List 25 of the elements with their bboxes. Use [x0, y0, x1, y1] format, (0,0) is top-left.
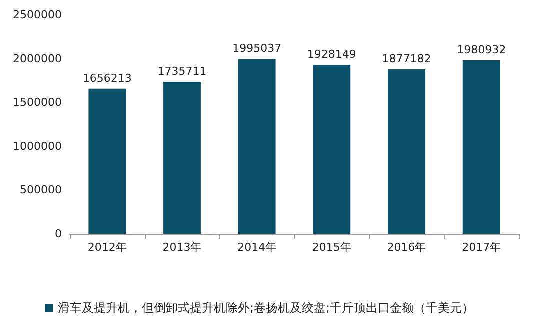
x-tick-label: 2016年 — [387, 241, 426, 254]
bar — [313, 65, 351, 234]
y-tick-label: 0 — [55, 228, 62, 240]
y-tick-label: 2000000 — [13, 52, 62, 66]
data-label: 1656213 — [82, 72, 132, 85]
bar — [388, 70, 426, 234]
x-tick-label: 2014年 — [238, 241, 277, 254]
y-tick-label: 1500000 — [13, 96, 62, 110]
bar — [164, 82, 201, 234]
x-tick-label: 2012年 — [88, 241, 127, 254]
x-tick-label: 2017年 — [462, 241, 502, 254]
bar — [238, 59, 276, 234]
bar — [88, 88, 126, 234]
data-label: 1877182 — [382, 52, 432, 66]
data-label: 1995037 — [232, 42, 282, 56]
data-label: 1980932 — [457, 43, 506, 56]
x-tick-label: 2013年 — [162, 241, 202, 254]
data-label: 1735711 — [158, 64, 207, 78]
legend-label: 滑车及提升机，但倒卸式提升机除外;卷扬机及绞盘;千斤顶出口金额（千美元） — [58, 301, 474, 315]
bar — [462, 60, 500, 234]
x-tick-label: 2015年 — [312, 241, 352, 254]
y-tick-label: 500000 — [20, 184, 62, 197]
data-label: 1928149 — [307, 48, 356, 62]
y-tick-label: 2500000 — [13, 8, 62, 22]
y-tick-label: 1000000 — [13, 140, 62, 153]
